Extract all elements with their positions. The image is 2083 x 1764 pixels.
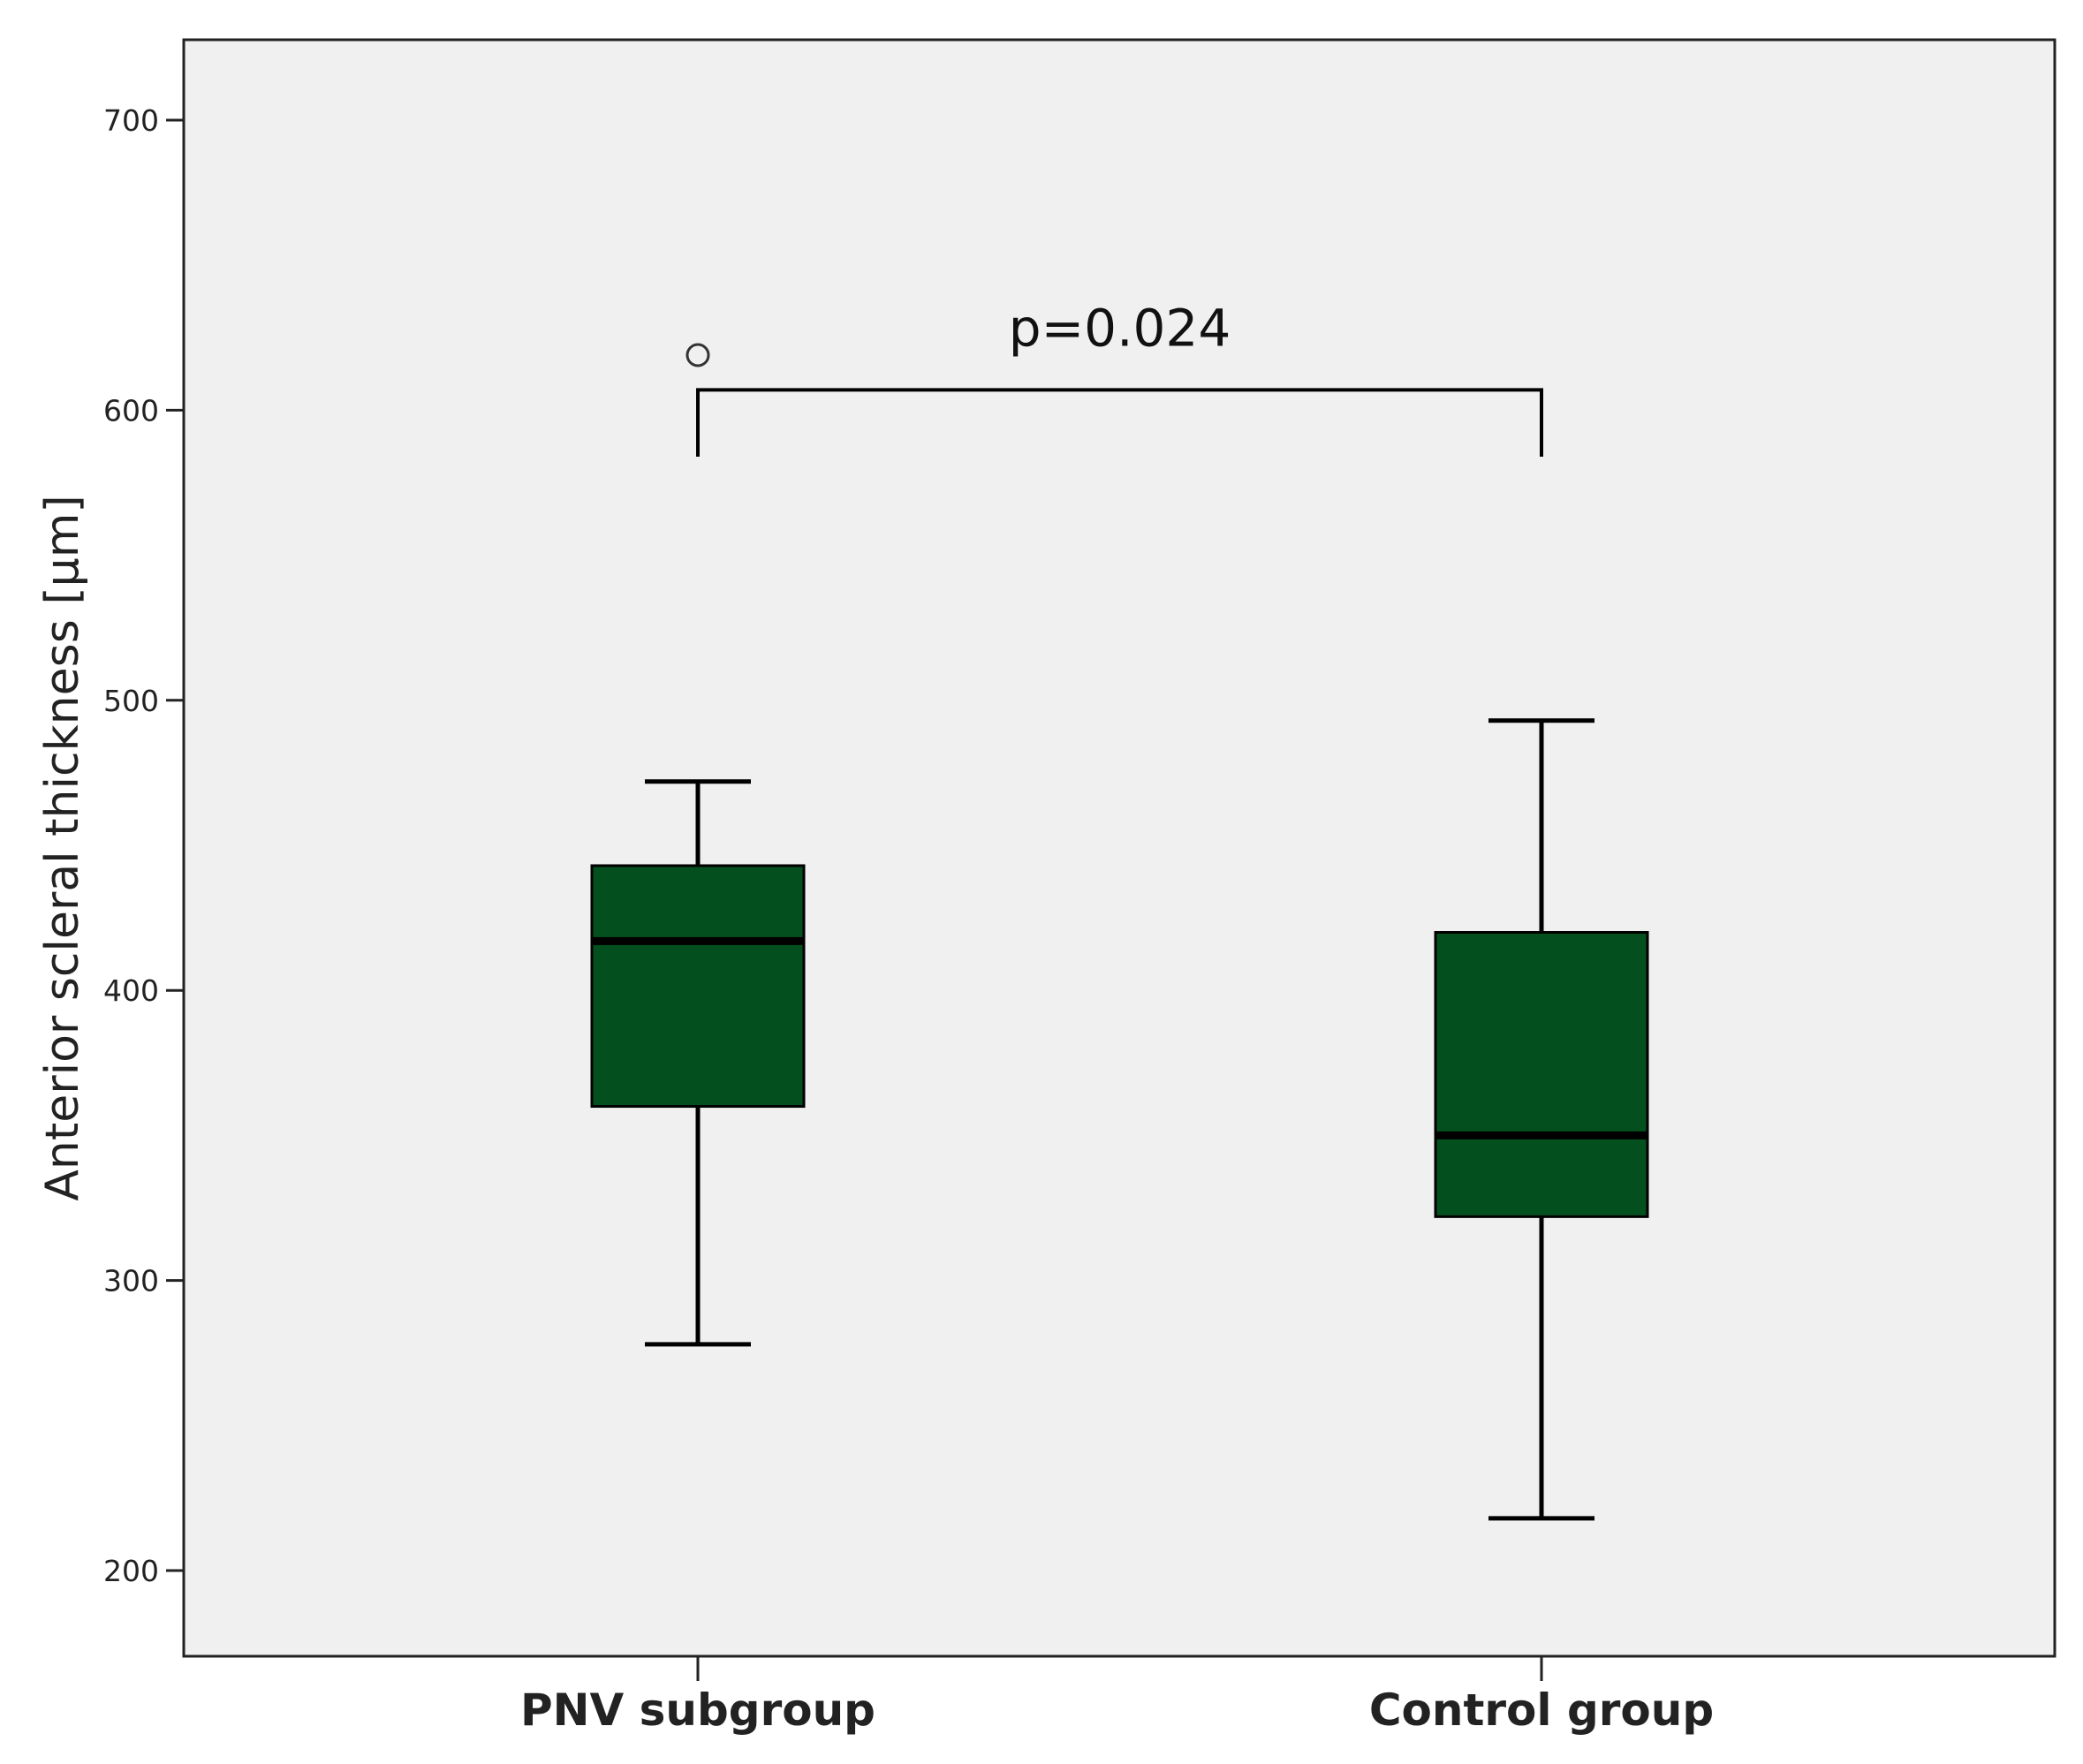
y-tick-label: 500 xyxy=(103,684,159,718)
box-group xyxy=(590,343,806,1347)
iqr-box xyxy=(590,864,806,1109)
significance-annotation: p=0.024 xyxy=(696,298,1543,457)
y-axis: 200 300 400 500 600 700 xyxy=(103,103,184,1588)
iqr-box xyxy=(1434,931,1649,1218)
y-tick-label: 400 xyxy=(103,973,159,1008)
y-tick-label: 300 xyxy=(103,1264,159,1298)
y-axis-title: Anterior scleral thickness [µm] xyxy=(36,495,89,1200)
boxes-layer xyxy=(590,343,1649,1521)
outlier-point xyxy=(685,343,710,367)
plot-area xyxy=(182,38,2056,1658)
box-group xyxy=(1434,718,1649,1521)
y-tick-label: 600 xyxy=(103,393,159,428)
p-value-label: p=0.024 xyxy=(1009,298,1231,358)
x-category-label: PNV subgroup xyxy=(520,1685,875,1736)
significance-bracket xyxy=(696,388,1543,457)
y-tick-label: 700 xyxy=(103,103,159,138)
x-category-label: Control group xyxy=(1369,1685,1714,1736)
x-axis: PNV subgroup Control group xyxy=(520,1656,1714,1736)
y-tick-label: 200 xyxy=(103,1554,159,1588)
